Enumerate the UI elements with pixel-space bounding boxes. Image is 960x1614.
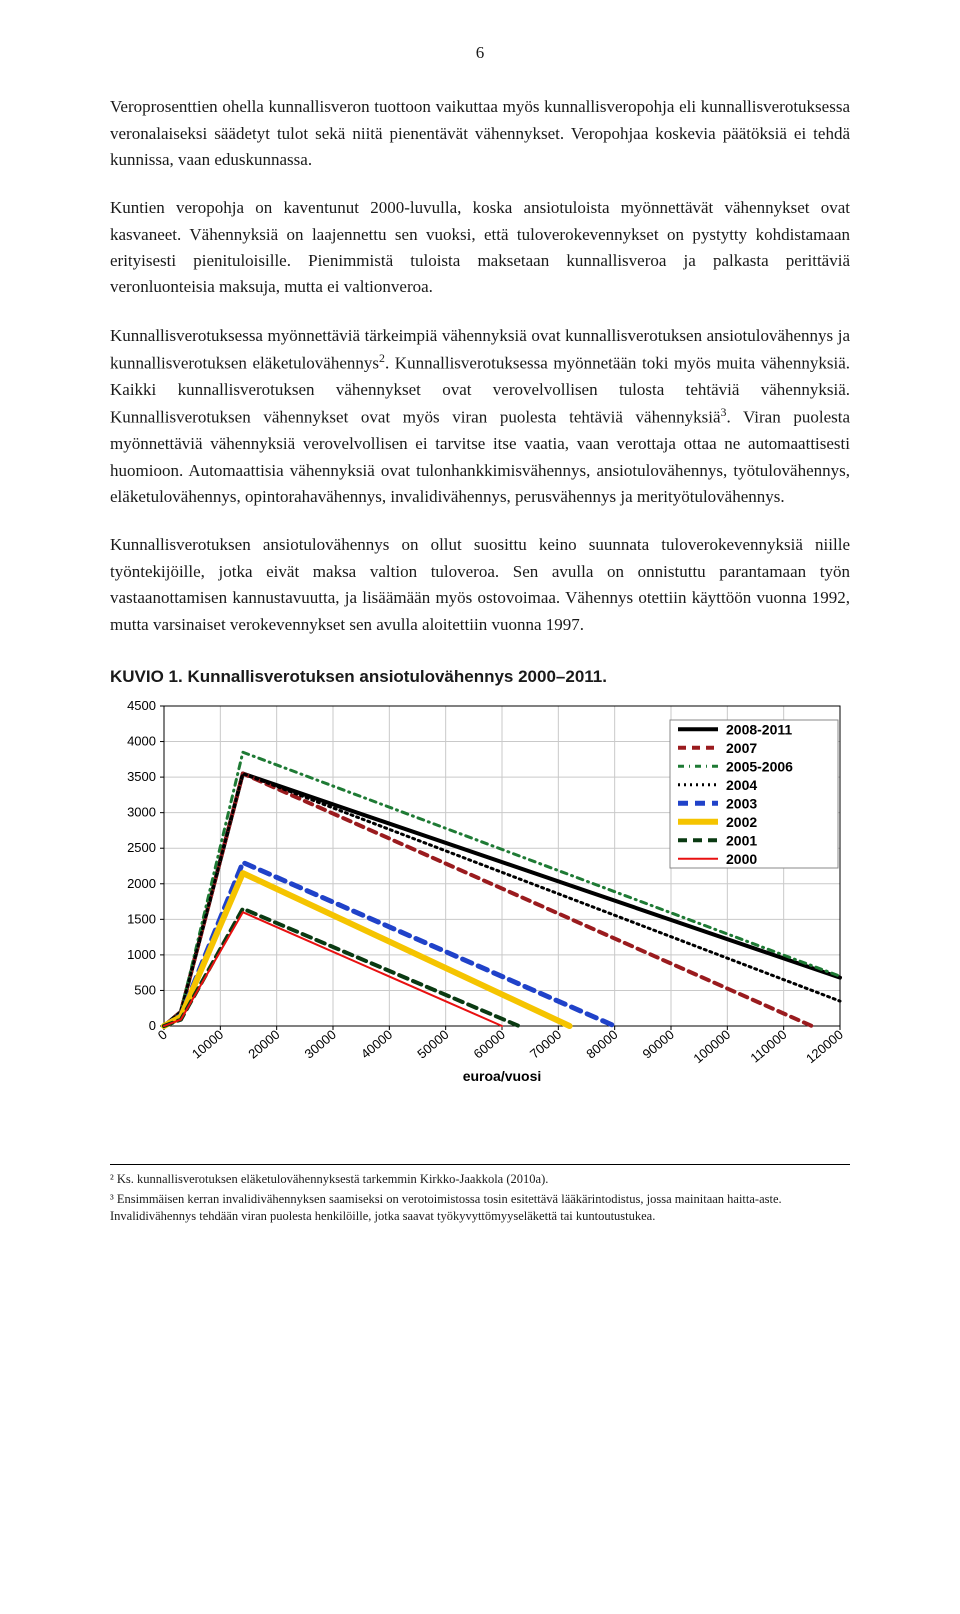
svg-text:euroa/vuosi: euroa/vuosi [463, 1068, 542, 1084]
paragraph-3: Kunnallisverotuksessa myönnettäviä tärke… [110, 323, 850, 511]
svg-text:1500: 1500 [127, 912, 156, 927]
svg-text:2004: 2004 [726, 777, 757, 793]
footnotes: ² Ks. kunnallisverotuksen eläketulovähen… [110, 1164, 850, 1226]
svg-text:2003: 2003 [726, 795, 757, 811]
svg-text:50000: 50000 [414, 1027, 451, 1062]
paragraph-1: Veroprosenttien ohella kunnallisveron tu… [110, 94, 850, 173]
chart-container: 0500100015002000250030003500400045000100… [110, 696, 850, 1116]
svg-text:20000: 20000 [245, 1027, 282, 1062]
page-number: 6 [110, 40, 850, 66]
svg-text:30000: 30000 [302, 1027, 339, 1062]
svg-text:2000: 2000 [127, 876, 156, 891]
paragraph-2: Kuntien veropohja on kaventunut 2000-luv… [110, 195, 850, 300]
svg-text:110000: 110000 [747, 1027, 789, 1066]
svg-text:100000: 100000 [690, 1027, 733, 1066]
svg-text:10000: 10000 [189, 1027, 226, 1062]
svg-text:500: 500 [134, 983, 156, 998]
svg-text:120000: 120000 [803, 1027, 846, 1066]
svg-text:2002: 2002 [726, 814, 757, 830]
svg-text:2008-2011: 2008-2011 [726, 721, 792, 737]
svg-text:3000: 3000 [127, 805, 156, 820]
svg-text:70000: 70000 [527, 1027, 564, 1062]
svg-text:40000: 40000 [358, 1027, 395, 1062]
svg-text:60000: 60000 [471, 1027, 508, 1062]
svg-text:0: 0 [155, 1027, 170, 1043]
footnote-3: ³ Ensimmäisen kerran invalidivähennyksen… [110, 1191, 850, 1226]
svg-text:2500: 2500 [127, 840, 156, 855]
paragraph-4: Kunnallisverotuksen ansiotulovähennys on… [110, 532, 850, 637]
line-chart: 0500100015002000250030003500400045000100… [110, 696, 850, 1096]
chart-title: KUVIO 1. Kunnallisverotuksen ansiotulovä… [110, 664, 850, 690]
svg-text:1000: 1000 [127, 947, 156, 962]
svg-text:2005-2006: 2005-2006 [726, 758, 793, 774]
svg-text:2001: 2001 [726, 832, 757, 848]
svg-text:3500: 3500 [127, 769, 156, 784]
svg-text:2000: 2000 [726, 851, 757, 867]
svg-text:2007: 2007 [726, 740, 757, 756]
svg-text:4500: 4500 [127, 698, 156, 713]
svg-text:90000: 90000 [640, 1027, 677, 1062]
footnote-2: ² Ks. kunnallisverotuksen eläketulovähen… [110, 1171, 850, 1189]
svg-text:80000: 80000 [583, 1027, 620, 1062]
svg-text:4000: 4000 [127, 734, 156, 749]
